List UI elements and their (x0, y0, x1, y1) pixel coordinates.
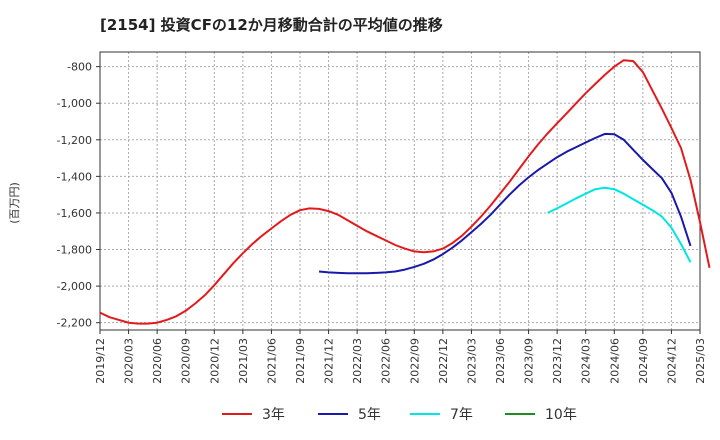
series-line-2 (318, 132, 692, 275)
x-tick-label: 2020/12 (208, 338, 221, 384)
y-tick-label: -2,200 (57, 317, 92, 330)
x-tick-label: 2023/09 (523, 338, 536, 384)
x-tick-label: 2021/12 (323, 338, 336, 384)
x-tick-label: 2023/03 (465, 338, 478, 384)
legend-label: 3年 (262, 407, 285, 423)
x-tick-label: 2022/06 (380, 338, 393, 384)
x-tick-label: 2021/09 (294, 338, 307, 384)
x-tick-label: 2022/09 (408, 338, 421, 384)
y-tick-label: -1,800 (57, 244, 92, 257)
y-tick-label: -1,600 (57, 207, 92, 220)
y-tick-label: -800 (67, 61, 92, 74)
legend-item-2: 5年 (318, 407, 381, 423)
legend: 3年 5年 7年 10年 (222, 407, 577, 423)
x-tick-label: 2024/09 (637, 338, 650, 384)
legend-label: 7年 (450, 407, 473, 423)
series-lines (99, 59, 711, 325)
y-axis: -800 -1,000 -1,200 -1,400 -1,600 -1,800 -2,000… (57, 61, 100, 330)
gridlines (99, 52, 701, 330)
x-axis: 2019/12 2020/03 2020/06 2020/09 2020/12 2021/… (94, 330, 707, 384)
x-tick-label: 2023/06 (494, 338, 507, 384)
x-tick-label: 2020/03 (123, 338, 136, 384)
series-line-1 (99, 59, 711, 325)
x-tick-label: 2022/12 (437, 338, 450, 384)
y-tick-label: -1,200 (57, 134, 92, 147)
legend-item-3: 7年 (410, 407, 473, 423)
x-tick-label: 2022/03 (351, 338, 364, 384)
y-axis-label: (百万円) (8, 182, 21, 224)
x-tick-label: 2021/06 (265, 338, 278, 384)
x-tick-label: 2020/09 (180, 338, 193, 384)
series-line-3 (547, 186, 692, 263)
x-tick-label: 2020/06 (151, 338, 164, 384)
legend-item-1: 3年 (222, 407, 285, 423)
x-tick-label: 2024/12 (665, 338, 678, 384)
legend-item-4: 10年 (505, 407, 577, 423)
x-tick-label: 2024/06 (608, 338, 621, 384)
legend-label: 5年 (358, 407, 381, 423)
x-tick-label: 2025/03 (694, 338, 707, 384)
y-tick-label: -1,000 (57, 97, 92, 110)
y-tick-label: -2,000 (57, 280, 92, 293)
plot-area (99, 51, 701, 331)
y-tick-label: -1,400 (57, 170, 92, 183)
x-tick-label: 2021/03 (237, 338, 250, 384)
x-tick-label: 2019/12 (94, 338, 107, 384)
chart-title: [2154] 投資CFの12か月移動合計の平均値の推移 (100, 16, 443, 34)
x-tick-label: 2024/03 (580, 338, 593, 384)
legend-label: 10年 (545, 407, 577, 423)
x-tick-label: 2023/12 (551, 338, 564, 384)
